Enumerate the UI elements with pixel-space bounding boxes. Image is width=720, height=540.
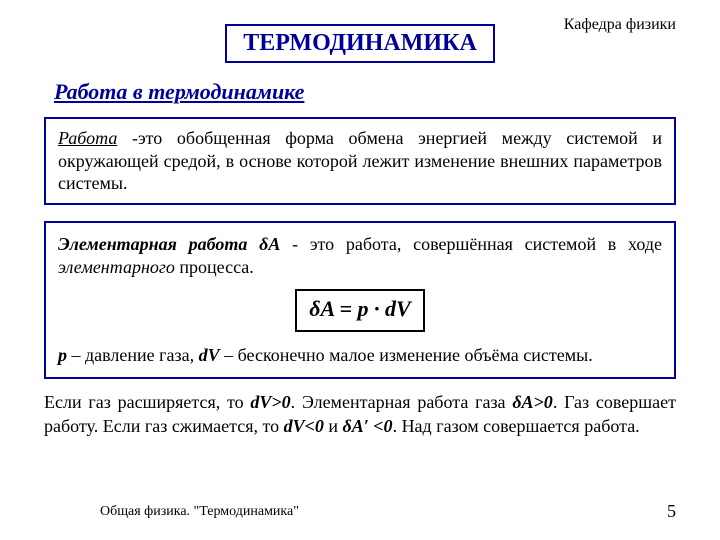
p-v3: dV<0 bbox=[284, 416, 324, 436]
def1-term: Работа bbox=[58, 128, 117, 148]
var-p: p bbox=[58, 345, 67, 365]
main-paragraph: Если газ расширяется, то dV>0. Элементар… bbox=[44, 391, 676, 438]
footer-reference: Общая физика. "Термодинамика" bbox=[100, 504, 299, 520]
def2-after-ital: процесса. bbox=[175, 257, 254, 277]
page-number: 5 bbox=[667, 501, 676, 522]
formula-box: δA = p · dV bbox=[295, 289, 424, 332]
department-label: Кафедра физики bbox=[564, 16, 676, 34]
page-title: ТЕРМОДИНАМИКА bbox=[225, 24, 495, 63]
definition-box-2: Элементарная работа δА - это работа, сов… bbox=[44, 221, 676, 380]
def2-after-lead: - это работа, совершённая системой в ход… bbox=[280, 234, 662, 254]
def2-line1: Элементарная работа δА - это работа, сов… bbox=[58, 233, 662, 280]
formula-row: δA = p · dV bbox=[58, 289, 662, 332]
p-v2: δА>0 bbox=[512, 392, 552, 412]
section-subtitle: Работа в термодинамике bbox=[54, 79, 676, 105]
definition-box-1: Работа -это обобщенная форма обмена энер… bbox=[44, 117, 676, 205]
def2-lead: Элементарная работа δА bbox=[58, 234, 280, 254]
def1-body: -это обобщенная форма обмена энергией ме… bbox=[58, 128, 662, 193]
p-v4: δА′ <0 bbox=[343, 416, 393, 436]
p-t1: Если газ расширяется, то bbox=[44, 392, 250, 412]
var-p-desc: – давление газа, bbox=[67, 345, 199, 365]
def2-vars: p – давление газа, dV – бесконечно малое… bbox=[58, 344, 662, 367]
p-v1: dV>0 bbox=[250, 392, 290, 412]
p-t4: и bbox=[324, 416, 343, 436]
def2-ital: элементарного bbox=[58, 257, 175, 277]
p-t2: . Элементарная работа газа bbox=[291, 392, 513, 412]
var-dV-desc: – бесконечно малое изменение объёма сист… bbox=[220, 345, 593, 365]
var-dV: dV bbox=[199, 345, 220, 365]
p-t5: . Над газом совершается работа. bbox=[393, 416, 640, 436]
